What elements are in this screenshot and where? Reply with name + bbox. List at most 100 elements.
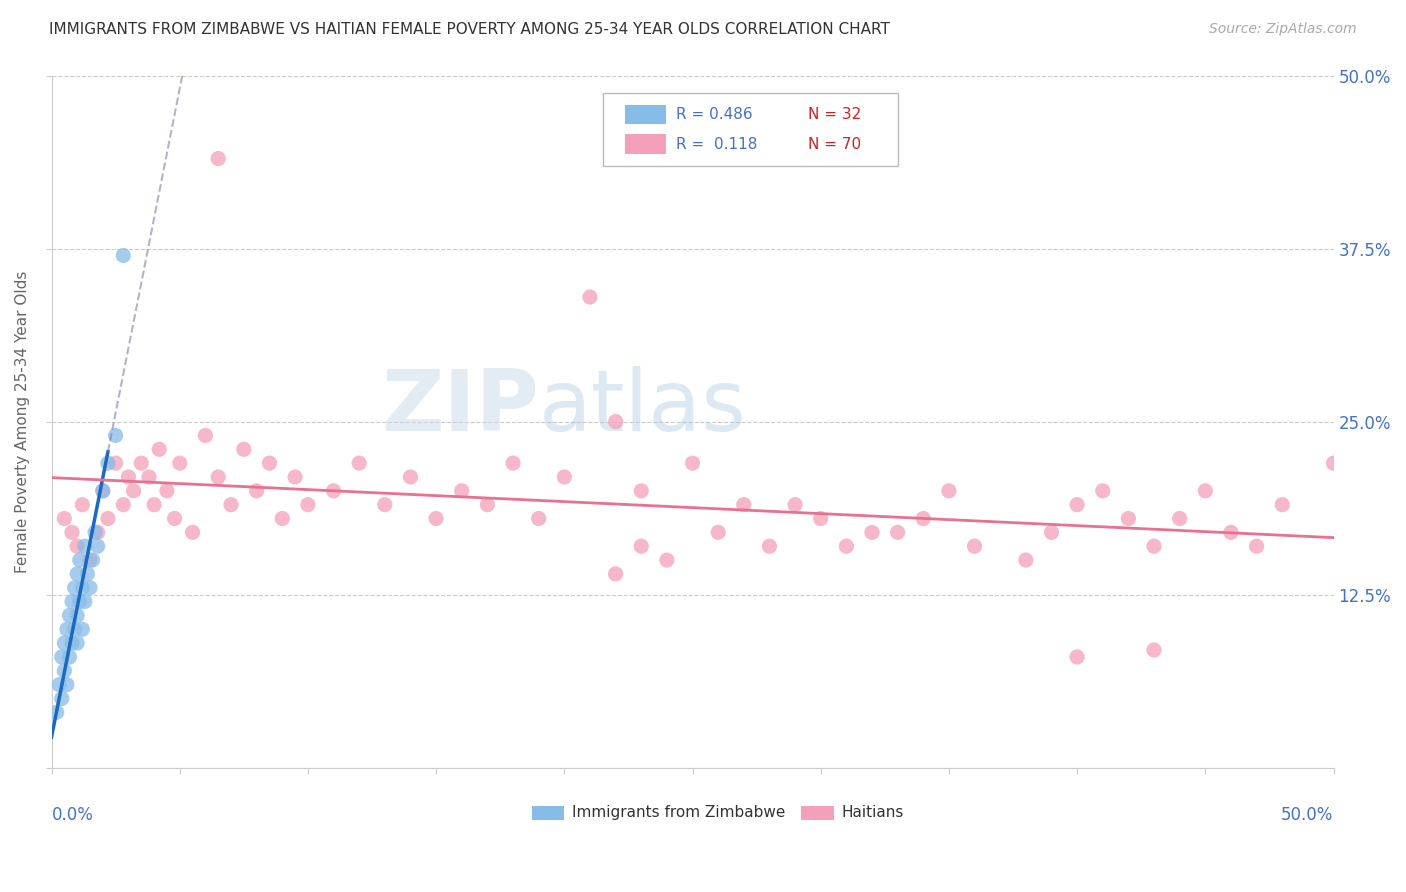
Point [66, 539, 89, 553]
Point [51, 649, 73, 664]
Point [912, 511, 935, 525]
Point [1015, 553, 1038, 567]
Point [66, 636, 89, 650]
Point [347, 456, 370, 470]
FancyBboxPatch shape [533, 805, 564, 820]
Text: Haitians: Haitians [841, 805, 904, 821]
FancyBboxPatch shape [624, 135, 665, 153]
Point [143, 498, 166, 512]
Point [122, 483, 145, 498]
FancyBboxPatch shape [801, 805, 834, 820]
Point [860, 525, 883, 540]
Point [399, 470, 422, 484]
Point [502, 456, 524, 470]
Text: N = 32: N = 32 [808, 107, 860, 122]
Point [835, 539, 858, 553]
Point [53, 664, 76, 678]
Text: 0.0%: 0.0% [52, 805, 93, 824]
Point [553, 470, 575, 484]
Point [783, 498, 806, 512]
Point [630, 483, 652, 498]
Point [194, 428, 217, 442]
Point [425, 511, 447, 525]
Point [60, 525, 83, 540]
Point [527, 511, 550, 525]
Point [129, 456, 152, 470]
Point [91, 483, 114, 498]
Point [73, 594, 96, 608]
Point [60, 636, 83, 650]
Point [163, 511, 186, 525]
Point [84, 525, 107, 540]
Point [682, 456, 704, 470]
Point [79, 581, 101, 595]
Point [605, 415, 627, 429]
Point [58, 608, 80, 623]
Text: ZIP: ZIP [381, 367, 538, 450]
Point [56, 678, 79, 692]
Point [97, 511, 120, 525]
Point [86, 539, 108, 553]
Point [91, 483, 114, 498]
Point [1194, 483, 1216, 498]
Point [148, 442, 170, 457]
Point [72, 498, 94, 512]
Point [69, 553, 91, 567]
Point [1066, 649, 1088, 664]
Point [112, 498, 135, 512]
Point [246, 483, 269, 498]
Point [56, 622, 79, 636]
Text: IMMIGRANTS FROM ZIMBABWE VS HAITIAN FEMALE POVERTY AMONG 25-34 YEAR OLDS CORRELA: IMMIGRANTS FROM ZIMBABWE VS HAITIAN FEMA… [49, 22, 890, 37]
Point [66, 566, 89, 581]
Point [232, 442, 254, 457]
Point [963, 539, 986, 553]
Point [138, 470, 160, 484]
Point [1322, 456, 1344, 470]
Point [72, 581, 94, 595]
Point [450, 483, 472, 498]
Point [51, 691, 73, 706]
Point [630, 539, 652, 553]
Point [53, 511, 76, 525]
Point [655, 553, 678, 567]
FancyBboxPatch shape [624, 104, 665, 124]
Point [79, 553, 101, 567]
Point [207, 152, 229, 166]
Point [1118, 511, 1140, 525]
Point [82, 553, 104, 567]
Text: atlas: atlas [538, 367, 747, 450]
Point [156, 483, 179, 498]
Point [104, 456, 127, 470]
Point [58, 649, 80, 664]
Point [810, 511, 832, 525]
Text: Source: ZipAtlas.com: Source: ZipAtlas.com [1209, 22, 1357, 37]
Point [66, 608, 89, 623]
Point [1246, 539, 1268, 553]
Point [181, 525, 204, 540]
Point [104, 428, 127, 442]
Point [60, 594, 83, 608]
Point [45, 706, 67, 720]
Point [605, 566, 627, 581]
Point [53, 636, 76, 650]
Point [579, 290, 602, 304]
Point [69, 594, 91, 608]
Point [219, 498, 242, 512]
Point [1091, 483, 1114, 498]
Text: 50.0%: 50.0% [1281, 805, 1333, 824]
Point [86, 525, 108, 540]
Point [1066, 498, 1088, 512]
Point [117, 470, 139, 484]
Point [886, 525, 908, 540]
Text: Immigrants from Zimbabwe: Immigrants from Zimbabwe [572, 805, 786, 821]
Point [1143, 643, 1166, 657]
Point [48, 678, 70, 692]
Point [733, 498, 755, 512]
FancyBboxPatch shape [603, 93, 897, 166]
Point [259, 456, 281, 470]
Point [63, 581, 86, 595]
Text: R = 0.486: R = 0.486 [676, 107, 752, 122]
Point [207, 470, 229, 484]
Point [97, 456, 120, 470]
Point [63, 622, 86, 636]
